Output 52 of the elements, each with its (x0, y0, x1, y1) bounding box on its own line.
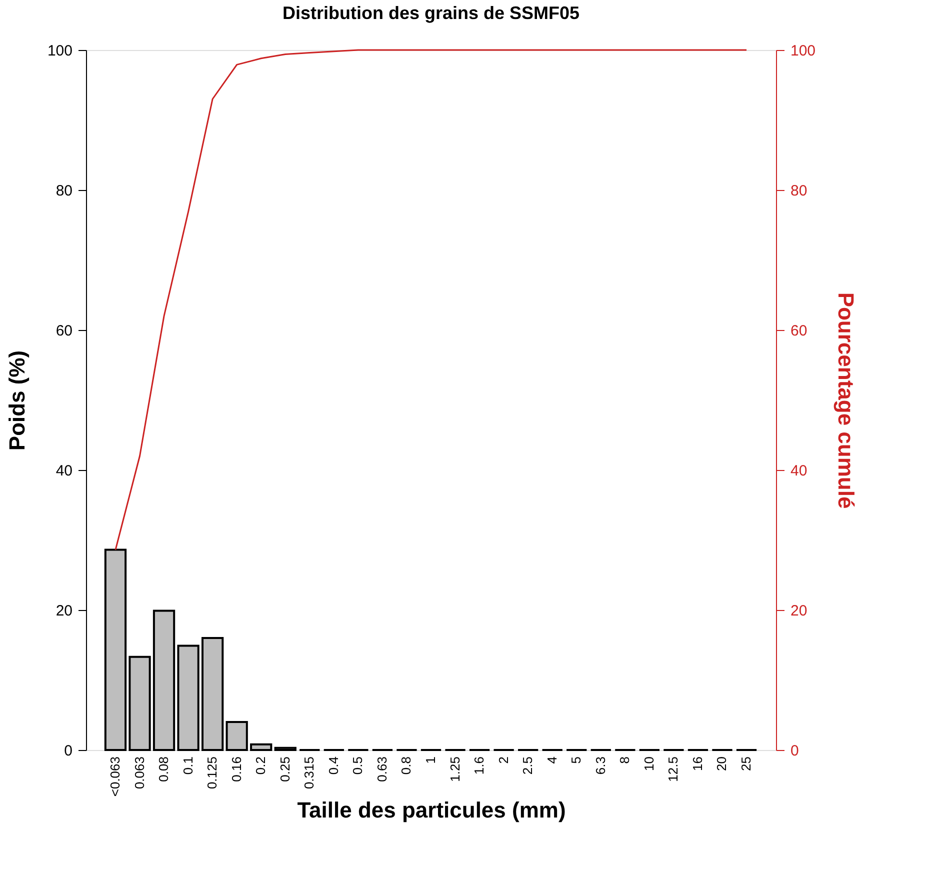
bar (274, 746, 296, 751)
x-tick-label: 0.08 (156, 756, 172, 782)
x-tick-label: 0.8 (398, 756, 414, 775)
y2-tick-label: 80 (790, 182, 808, 200)
x-tick-label: 0.315 (302, 756, 317, 790)
bar (177, 644, 200, 751)
x-tick-label: 0.2 (253, 756, 268, 775)
bar (201, 637, 224, 751)
x-tick-label: 8 (617, 756, 632, 764)
x-axis-title: Taille des particules (mm) (297, 798, 566, 823)
x-tick-label: 0.4 (326, 756, 341, 775)
x-tick-label: 16 (690, 756, 705, 771)
y2-axis-title: Pourcentage cumulé (834, 292, 859, 509)
x-tick-label: 1 (423, 756, 438, 764)
y2-tick-label: 0 (790, 742, 799, 760)
x-tick-label: 4 (544, 756, 560, 764)
x-tick-label: 0.5 (350, 756, 366, 775)
y2-tick-label: 20 (790, 602, 808, 620)
x-tick-label: 20 (714, 756, 730, 771)
bar (250, 743, 272, 751)
x-tick-label: 10 (641, 756, 656, 771)
x-tick-label: 2 (496, 756, 511, 764)
y-tick-label: 0 (64, 742, 72, 760)
x-tick-label: 6.3 (592, 756, 608, 775)
bar (104, 548, 127, 751)
y2-tick-label: 60 (790, 322, 808, 340)
x-tick-label: 0.1 (180, 756, 196, 775)
line-series (114, 49, 748, 551)
x-tick-label: 5 (568, 756, 584, 764)
x-tick-label: 0.63 (374, 756, 390, 782)
x-tick-label: 1.6 (472, 756, 487, 775)
y-tick-label: 60 (56, 322, 72, 340)
y-tick-label: 100 (47, 42, 72, 60)
x-tick-label: 12.5 (666, 756, 681, 782)
x-tick-label: 2.5 (520, 756, 536, 775)
y-axis-title: Poids (%) (4, 350, 30, 451)
y-tick-label: 40 (56, 462, 72, 480)
y2-tick-label: 40 (790, 462, 808, 480)
x-tick-label: 0.063 (132, 756, 147, 790)
y-tick-label: 20 (56, 602, 72, 620)
x-tick-label: 1.25 (447, 756, 462, 782)
bar (128, 656, 151, 751)
y-tick-label: 80 (56, 182, 72, 200)
bar (152, 610, 176, 751)
bar (226, 721, 248, 751)
y2-tick-label: 100 (790, 42, 816, 60)
x-tick-label: 0.16 (228, 756, 244, 782)
chart-title: Distribution des grains de SSMF05 (282, 3, 580, 23)
x-tick-label: 25 (738, 756, 754, 771)
x-tick-label: 0.125 (204, 756, 220, 790)
x-tick-label: <0.063 (107, 756, 122, 797)
x-tick-label: 0.25 (277, 756, 292, 782)
